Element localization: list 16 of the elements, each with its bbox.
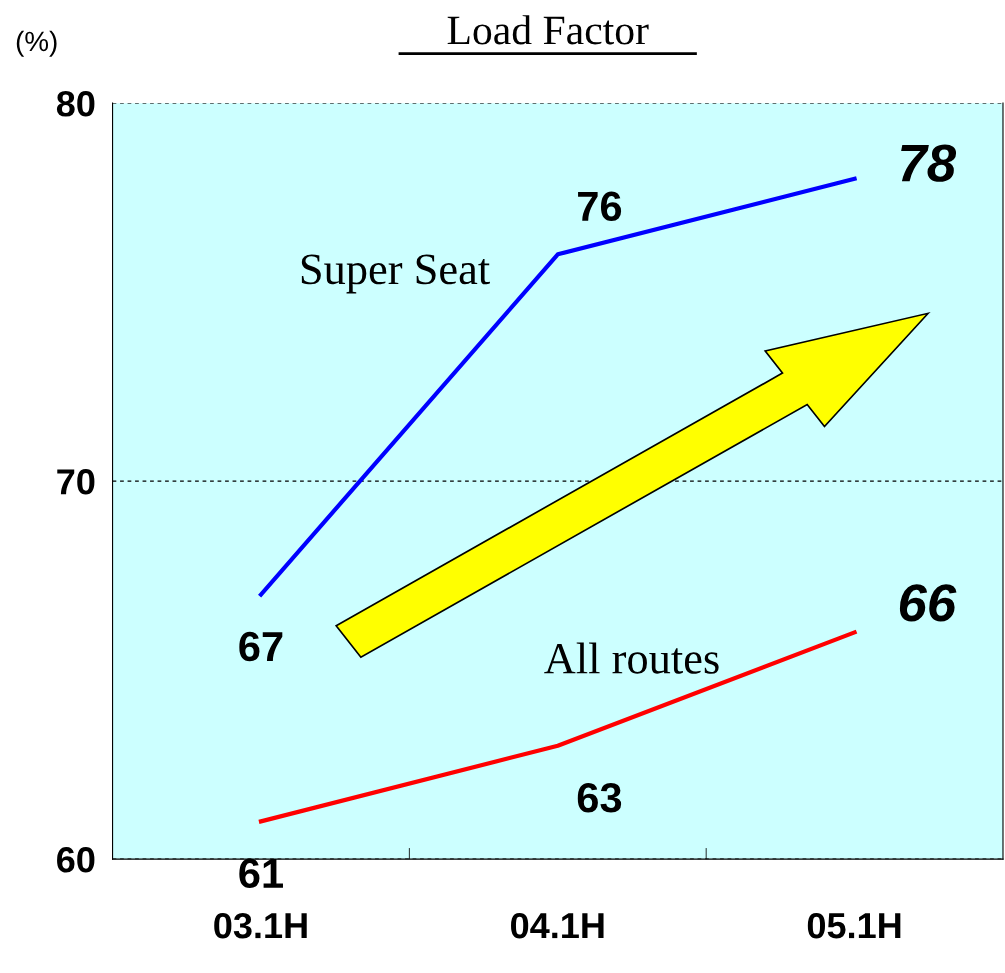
chart-title: Load Factor [447,15,649,45]
y-tick-label: 70 [57,469,95,495]
y-axis-title: (%) [16,30,57,57]
series-label: All routes [544,642,719,674]
data-label: 63 [577,782,622,813]
series-label: Super Seat [301,254,490,294]
data-label: 61 [239,858,283,889]
x-tick-label: 05.1H [807,912,901,939]
x-tick-label: 04.1H [511,912,604,939]
data-label: 67 [239,631,283,662]
y-tick-label: 60 [57,847,95,873]
y-tick-label: 80 [56,91,95,117]
data-label: 66 [899,584,957,622]
data-label: 76 [578,191,622,222]
data-label: 78 [901,144,957,182]
x-tick-label: 03.1H [214,912,307,939]
